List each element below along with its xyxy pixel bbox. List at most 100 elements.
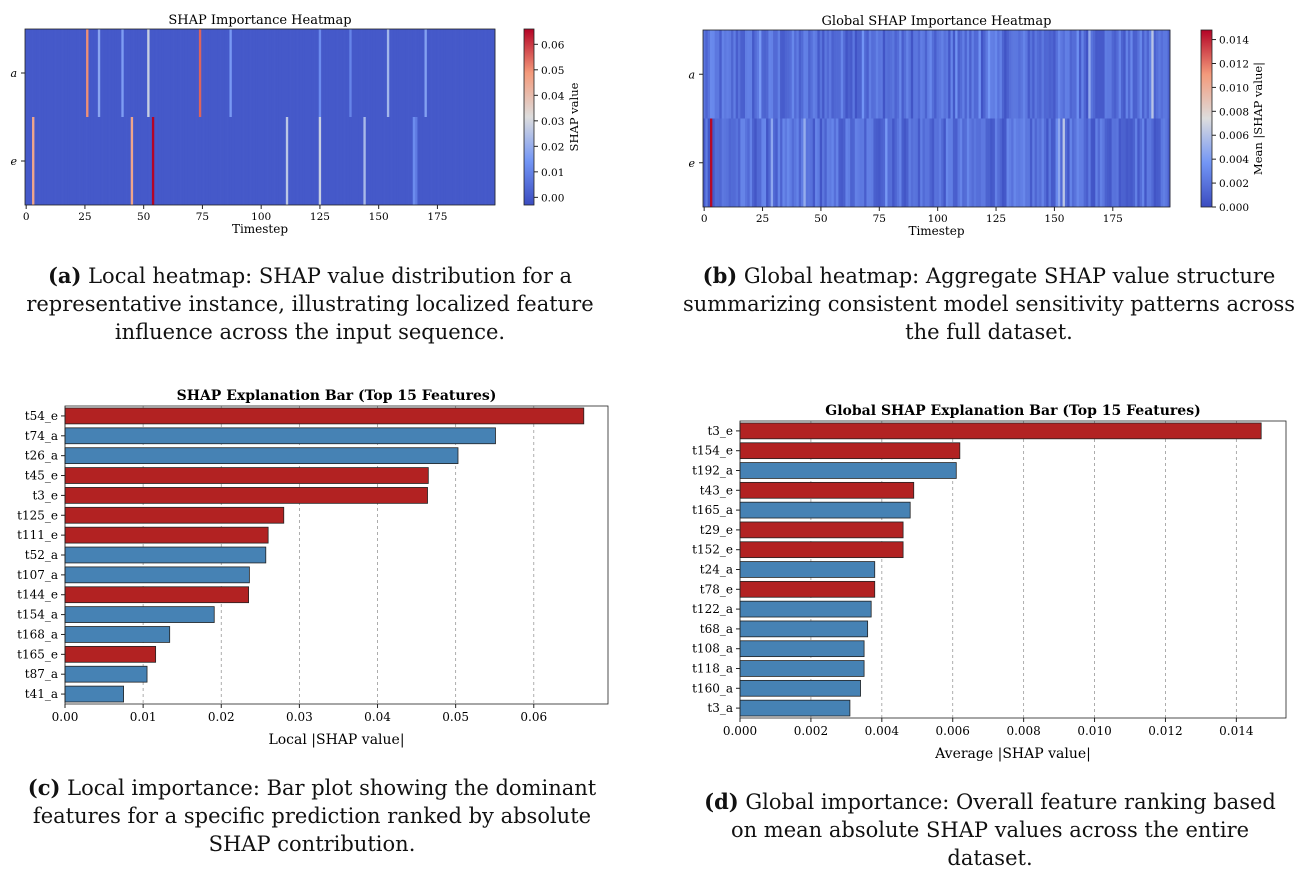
heatmap-cell — [838, 118, 842, 207]
heatmap-cell — [1015, 118, 1019, 207]
heatmap-cell — [74, 117, 78, 205]
heatmap-cell — [959, 118, 963, 207]
heatmap-cell — [448, 117, 451, 205]
bar — [739, 640, 865, 658]
y-tick-label: t107_a — [17, 568, 58, 582]
colorbar-tick-label: 0.014 — [1219, 35, 1249, 47]
heatmap-cell — [375, 29, 378, 117]
heatmap-cell — [299, 29, 303, 117]
x-tick-label: 125 — [986, 213, 1006, 225]
heatmap-cell — [791, 118, 795, 207]
y-tick-label: t154_e — [692, 444, 733, 458]
heatmap-cell — [471, 117, 475, 205]
colorbar-label: Mean |SHAP value| — [1251, 62, 1266, 175]
heatmap-cell — [32, 29, 35, 117]
heatmap-cell — [455, 29, 458, 117]
heatmap-cell — [252, 29, 256, 117]
bar — [739, 580, 876, 598]
heatmap-cell — [86, 29, 89, 117]
heatmap-cell — [405, 117, 409, 205]
heatmap-cell — [1041, 118, 1045, 207]
heatmap-cell — [438, 29, 442, 117]
heatmap-cell — [81, 29, 85, 117]
heatmap-cell — [1069, 30, 1073, 119]
heatmap-cell — [1081, 118, 1084, 207]
heatmap-cell — [1099, 30, 1103, 119]
heatmap-cell — [144, 117, 148, 205]
x-tick-label: 0.002 — [794, 724, 828, 738]
x-tick-label: 0.000 — [723, 724, 757, 738]
heatmap-cell — [476, 117, 479, 205]
heatmap-cell — [1039, 118, 1042, 207]
heatmap-cell — [1076, 118, 1080, 207]
heatmap-cell — [749, 30, 753, 119]
heatmap-cell — [826, 30, 830, 119]
heatmap-cell — [999, 118, 1003, 207]
heatmap-cell — [377, 29, 381, 117]
x-tick-label: 125 — [310, 211, 330, 223]
heatmap-cell — [274, 117, 277, 205]
bar — [739, 521, 904, 539]
colorbar-tick-label: 0.010 — [1219, 82, 1249, 94]
heatmap-cell — [403, 117, 407, 205]
heatmap-cell — [1141, 30, 1145, 119]
chart-title: SHAP Explanation Bar (Top 15 Features) — [177, 388, 497, 404]
heatmap-cell — [469, 117, 472, 205]
heatmap-cell — [34, 117, 38, 205]
heatmap-cell — [440, 117, 444, 205]
heatmap-cell — [257, 29, 261, 117]
heatmap-cell — [1125, 30, 1129, 119]
heatmap-cell — [156, 29, 160, 117]
heatmap-cell — [983, 118, 986, 207]
heatmap-cell — [401, 117, 404, 205]
heatmap-cell — [72, 29, 75, 117]
heatmap-cell — [177, 29, 181, 117]
heatmap-cell — [93, 117, 96, 205]
heatmap-cell — [810, 118, 814, 207]
x-tick-label: 0.00 — [52, 710, 79, 724]
heatmap-cell — [459, 117, 463, 205]
heatmap-cell — [1074, 118, 1077, 207]
heatmap-cell — [798, 118, 802, 207]
heatmap-cell — [717, 118, 720, 207]
heatmap-cell — [906, 118, 909, 207]
heatmap-cell — [245, 29, 249, 117]
heatmap-cell — [358, 117, 362, 205]
heatmap-cell — [1123, 30, 1126, 119]
heatmap-cell — [281, 29, 284, 117]
heatmap-cell — [426, 117, 430, 205]
heatmap-cell — [789, 30, 793, 119]
heatmap-cell — [163, 117, 167, 205]
heatmap-cell — [934, 118, 937, 207]
heatmap-cell — [864, 30, 867, 119]
heatmap-cell — [1148, 30, 1152, 119]
heatmap-cell — [302, 29, 305, 117]
heatmap-cell — [1055, 118, 1059, 207]
heatmap-cell — [267, 29, 270, 117]
heatmap-cell — [316, 117, 320, 205]
y-tick-label: t165_e — [17, 647, 58, 661]
heatmap-cell — [264, 29, 268, 117]
heatmap-cell — [950, 30, 954, 119]
heatmap-cell — [328, 29, 331, 117]
y-tick-label: t122_a — [692, 602, 733, 616]
heatmap-cell — [368, 29, 371, 117]
heatmap-cell — [1125, 118, 1129, 207]
heatmap-cell — [90, 117, 94, 205]
heatmap-cell — [1139, 30, 1143, 119]
heatmap-cell — [88, 29, 92, 117]
heatmap-cell — [231, 117, 235, 205]
heatmap-cell — [351, 29, 355, 117]
heatmap-cell — [321, 117, 324, 205]
heatmap-cell — [936, 118, 940, 207]
heatmap-cell — [1050, 118, 1054, 207]
heatmap-cell — [393, 117, 397, 205]
heatmap-cell — [917, 30, 921, 119]
heatmap-cell — [316, 29, 320, 117]
bar — [64, 526, 269, 544]
y-tick-label: t118_a — [692, 662, 733, 676]
heatmap-cell — [1102, 30, 1105, 119]
heatmap-cell — [436, 29, 439, 117]
heatmap-cell — [288, 117, 291, 205]
heatmap-cell — [749, 118, 753, 207]
